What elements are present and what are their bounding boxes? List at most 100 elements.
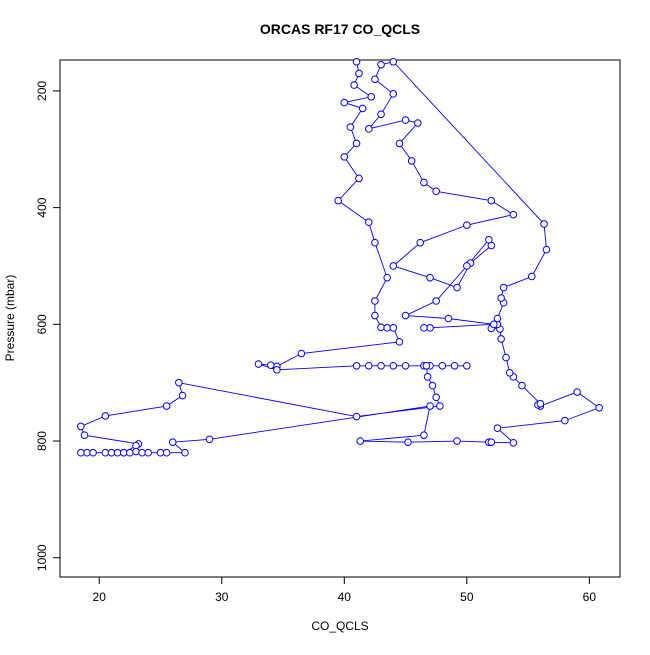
- point: [162, 402, 171, 410]
- point: [438, 361, 447, 370]
- point: [101, 412, 110, 420]
- point: [350, 81, 358, 89]
- point: [377, 60, 385, 69]
- x-tick-label: 40: [338, 590, 352, 604]
- point: [426, 324, 434, 332]
- y-tick-label: 200: [35, 81, 49, 101]
- point: [414, 119, 422, 127]
- point: [205, 435, 214, 444]
- point: [401, 361, 410, 370]
- x-tick-label: 30: [215, 590, 229, 604]
- point: [453, 437, 461, 445]
- point: [561, 416, 569, 425]
- point: [497, 335, 505, 343]
- point: [389, 361, 398, 370]
- point: [168, 438, 177, 447]
- point: [450, 361, 459, 370]
- point: [364, 218, 373, 227]
- point: [401, 311, 410, 320]
- point: [355, 174, 363, 183]
- point: [432, 393, 440, 402]
- point: [371, 297, 379, 305]
- point: [518, 381, 526, 390]
- point: [371, 238, 379, 247]
- point: [428, 381, 437, 390]
- point: [352, 57, 361, 66]
- point: [432, 187, 440, 196]
- point: [420, 431, 428, 440]
- point: [132, 447, 140, 456]
- point: [436, 402, 444, 410]
- point: [352, 361, 361, 370]
- point: [407, 157, 416, 165]
- point: [595, 403, 603, 412]
- point: [144, 448, 153, 457]
- point: [463, 262, 471, 270]
- point: [162, 448, 171, 457]
- point: [493, 424, 502, 433]
- point: [377, 110, 385, 119]
- point: [89, 448, 97, 457]
- y-tick-label: 1000: [35, 544, 49, 571]
- point: [487, 196, 496, 205]
- chart-title: ORCAS RF17 CO_QCLS: [260, 21, 420, 37]
- point: [77, 448, 85, 457]
- point: [389, 57, 398, 66]
- y-tick-label: 400: [35, 197, 49, 217]
- point: [422, 361, 431, 370]
- point: [509, 210, 518, 219]
- point: [536, 399, 545, 408]
- point: [377, 323, 385, 332]
- point: [542, 245, 551, 254]
- point: [80, 431, 89, 440]
- point: [432, 297, 440, 305]
- point: [499, 283, 508, 292]
- x-tick-label: 60: [583, 590, 597, 604]
- point: [485, 235, 493, 244]
- point: [527, 272, 536, 281]
- point: [77, 422, 85, 431]
- point: [502, 353, 510, 362]
- point: [355, 69, 363, 78]
- point: [573, 388, 581, 396]
- point: [426, 402, 434, 410]
- y-axis-label: Pressure (mbar): [3, 275, 17, 362]
- x-tick-label: 50: [460, 590, 474, 604]
- point: [497, 294, 505, 302]
- point: [334, 196, 342, 205]
- point: [266, 361, 275, 369]
- point: [404, 438, 412, 447]
- point: [356, 437, 365, 445]
- point: [423, 373, 432, 381]
- point: [489, 320, 498, 329]
- point: [126, 448, 134, 457]
- point: [401, 116, 410, 124]
- point: [463, 361, 471, 370]
- point: [505, 368, 514, 377]
- point: [364, 361, 373, 370]
- point: [101, 448, 110, 457]
- point: [113, 448, 122, 457]
- x-tick-label: 20: [93, 590, 107, 604]
- point: [377, 361, 385, 370]
- point: [138, 448, 146, 457]
- point: [119, 448, 128, 457]
- point: [178, 391, 187, 400]
- point: [395, 139, 404, 148]
- point: [175, 378, 183, 387]
- point: [383, 324, 391, 332]
- point: [389, 90, 398, 98]
- point: [83, 448, 91, 457]
- point: [444, 314, 453, 323]
- point: [156, 448, 165, 457]
- point: [420, 324, 428, 332]
- point: [371, 75, 379, 84]
- point: [371, 311, 379, 320]
- point: [352, 139, 361, 148]
- point: [389, 324, 398, 332]
- point: [389, 262, 398, 270]
- point: [416, 238, 425, 247]
- point: [540, 220, 548, 228]
- point: [181, 448, 189, 457]
